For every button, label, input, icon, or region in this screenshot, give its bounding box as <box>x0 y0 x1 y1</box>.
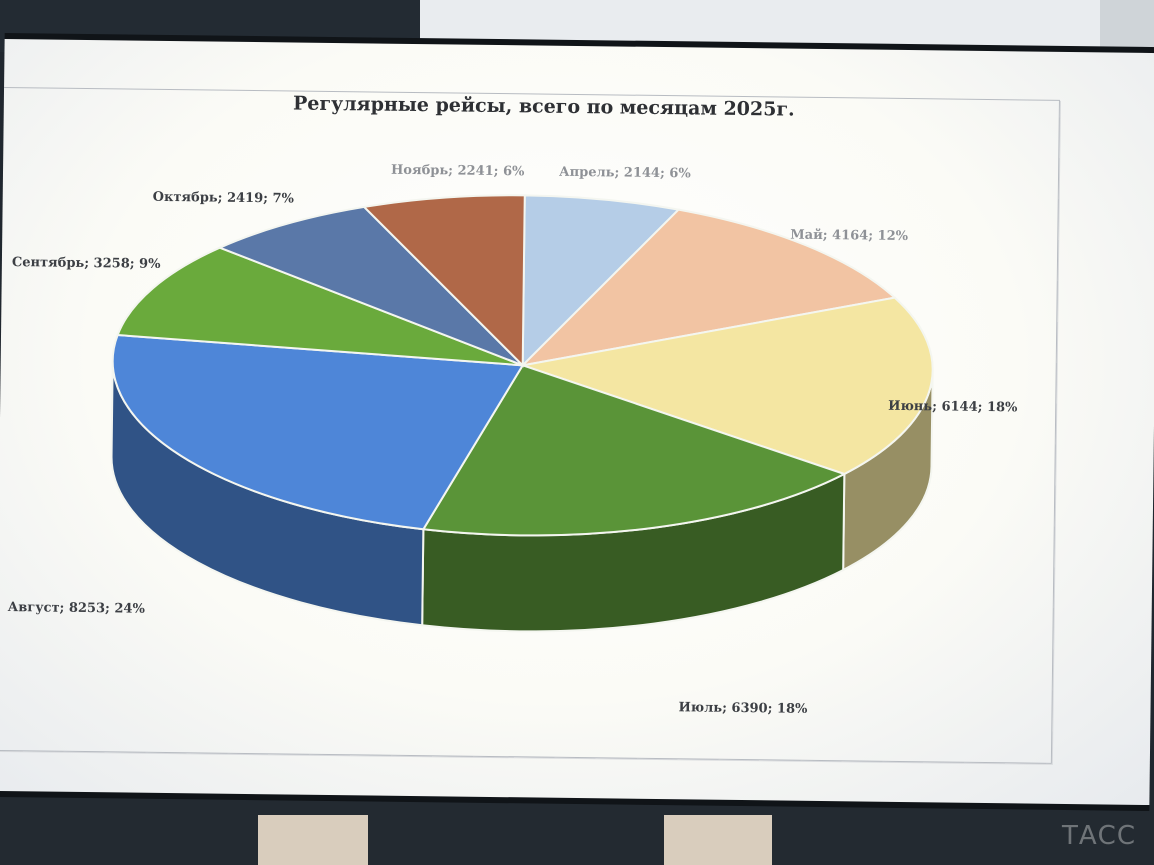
pie-slice-октябрь <box>217 205 524 367</box>
stand-leg-left <box>258 815 368 865</box>
pie-label-ноябрь: Ноябрь; 2241; 6% <box>391 163 525 180</box>
pie-top-slices <box>111 194 934 537</box>
pie-slice-ноябрь <box>362 194 526 368</box>
monitor-screen: Регулярные рейсы, всего по месяцам 2025г… <box>0 38 1154 806</box>
pie-slice-июль <box>421 364 847 537</box>
pie-label-апрель: Апрель; 2144; 6% <box>559 165 692 182</box>
pie-label-июль: Июль; 6390; 18% <box>678 700 808 717</box>
pie-slice-июнь <box>518 296 934 476</box>
pie-labels: Апрель; 2144; 6% Май; 4164; 12% Июнь; 6144… <box>8 163 1019 717</box>
pie-chart: Апрель; 2144; 6% Май; 4164; 12% Июнь; 6144… <box>8 163 1019 717</box>
pie-label-сентябрь: Сентябрь; 3258; 9% <box>12 255 161 272</box>
pie-slice-май <box>519 208 897 367</box>
stand-leg-right <box>664 815 772 865</box>
watermark: ТАСС <box>1062 821 1136 851</box>
pie-slice-сентябрь <box>116 246 524 367</box>
pie-label-август: Август; 8253; 24% <box>8 600 146 617</box>
pie-slice-апрель <box>521 194 681 368</box>
pie-label-июнь: Июнь; 6144; 18% <box>888 399 1018 416</box>
pie-label-октябрь: Октябрь; 2419; 7% <box>153 190 295 207</box>
pie-label-май: Май; 4164; 12% <box>790 228 909 244</box>
pie-slice-август <box>111 333 525 531</box>
